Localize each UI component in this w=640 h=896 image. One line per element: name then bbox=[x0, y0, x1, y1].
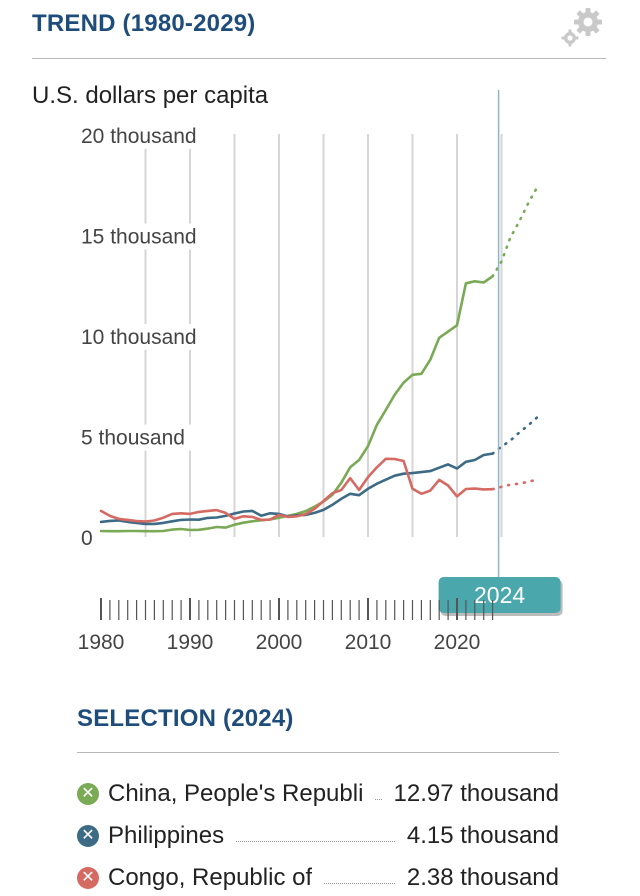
series-line bbox=[99, 274, 494, 533]
year-marker[interactable]: 2024 bbox=[438, 90, 563, 616]
y-tick-label: 0 bbox=[81, 527, 93, 550]
chart-series bbox=[99, 186, 539, 533]
y-tick-labels: 0 5 thousand 10 thousand 15 thousand 20 thou… bbox=[79, 123, 207, 551]
selection-title: SELECTION (2024) bbox=[77, 705, 294, 732]
y-tick-label-backing bbox=[79, 525, 95, 551]
y-tick-label: 15 thousand bbox=[81, 226, 197, 249]
trend-title: TREND (1980-2029) bbox=[32, 10, 256, 37]
series-projection bbox=[491, 478, 539, 491]
header-divider bbox=[32, 58, 606, 59]
legend-row: ✕ Philippines 4.15 thousand bbox=[77, 818, 559, 854]
gear-icon[interactable] bbox=[556, 4, 608, 50]
close-icon[interactable]: ✕ bbox=[77, 825, 99, 847]
y-axis-title: U.S. dollars per capita bbox=[32, 82, 269, 109]
legend-row: ✕ Congo, Republic of 2.38 thousand bbox=[77, 860, 559, 896]
y-tick-label-backing bbox=[79, 123, 207, 149]
x-tick-label: 1980 bbox=[78, 631, 125, 654]
close-icon[interactable]: ✕ bbox=[77, 867, 99, 889]
y-tick-label-backing bbox=[79, 223, 207, 250]
selection-divider bbox=[77, 752, 559, 753]
leader-dots bbox=[236, 840, 395, 842]
leader-dots bbox=[324, 882, 395, 884]
leader-dots bbox=[375, 798, 382, 800]
year-badge[interactable] bbox=[438, 577, 561, 613]
y-tick-label-backing bbox=[79, 424, 195, 451]
trend-chart: 0 5 thousand 10 thousand 15 thousand 20 thou… bbox=[78, 90, 563, 654]
year-badge-label: 2024 bbox=[474, 582, 525, 608]
legend-name: Philippines bbox=[108, 822, 225, 849]
series-line bbox=[99, 457, 494, 523]
x-axis: 1980 1990 2000 2010 2020 bbox=[78, 598, 494, 654]
legend-value: 2.38 thousand bbox=[406, 864, 559, 891]
y-tick-label: 5 thousand bbox=[81, 427, 185, 450]
x-tick-label: 1990 bbox=[167, 631, 214, 654]
y-tick-label: 20 thousand bbox=[81, 125, 197, 148]
x-tick-label: 2000 bbox=[256, 631, 303, 654]
x-tick-label: 2020 bbox=[434, 631, 481, 654]
y-tick-label-backing bbox=[79, 324, 207, 350]
series-projection bbox=[491, 416, 539, 455]
legend-row: ✕ China, People's Republi 12.97 thousand bbox=[77, 776, 559, 812]
legend-value: 12.97 thousand bbox=[393, 780, 559, 807]
close-icon[interactable]: ✕ bbox=[77, 783, 99, 805]
legend-name: Congo, Republic of bbox=[108, 864, 313, 891]
x-tick-label: 2010 bbox=[345, 631, 392, 654]
legend-value: 4.15 thousand bbox=[406, 822, 559, 849]
y-tick-label: 10 thousand bbox=[81, 326, 197, 349]
legend-name: China, People's Republi bbox=[108, 780, 364, 807]
